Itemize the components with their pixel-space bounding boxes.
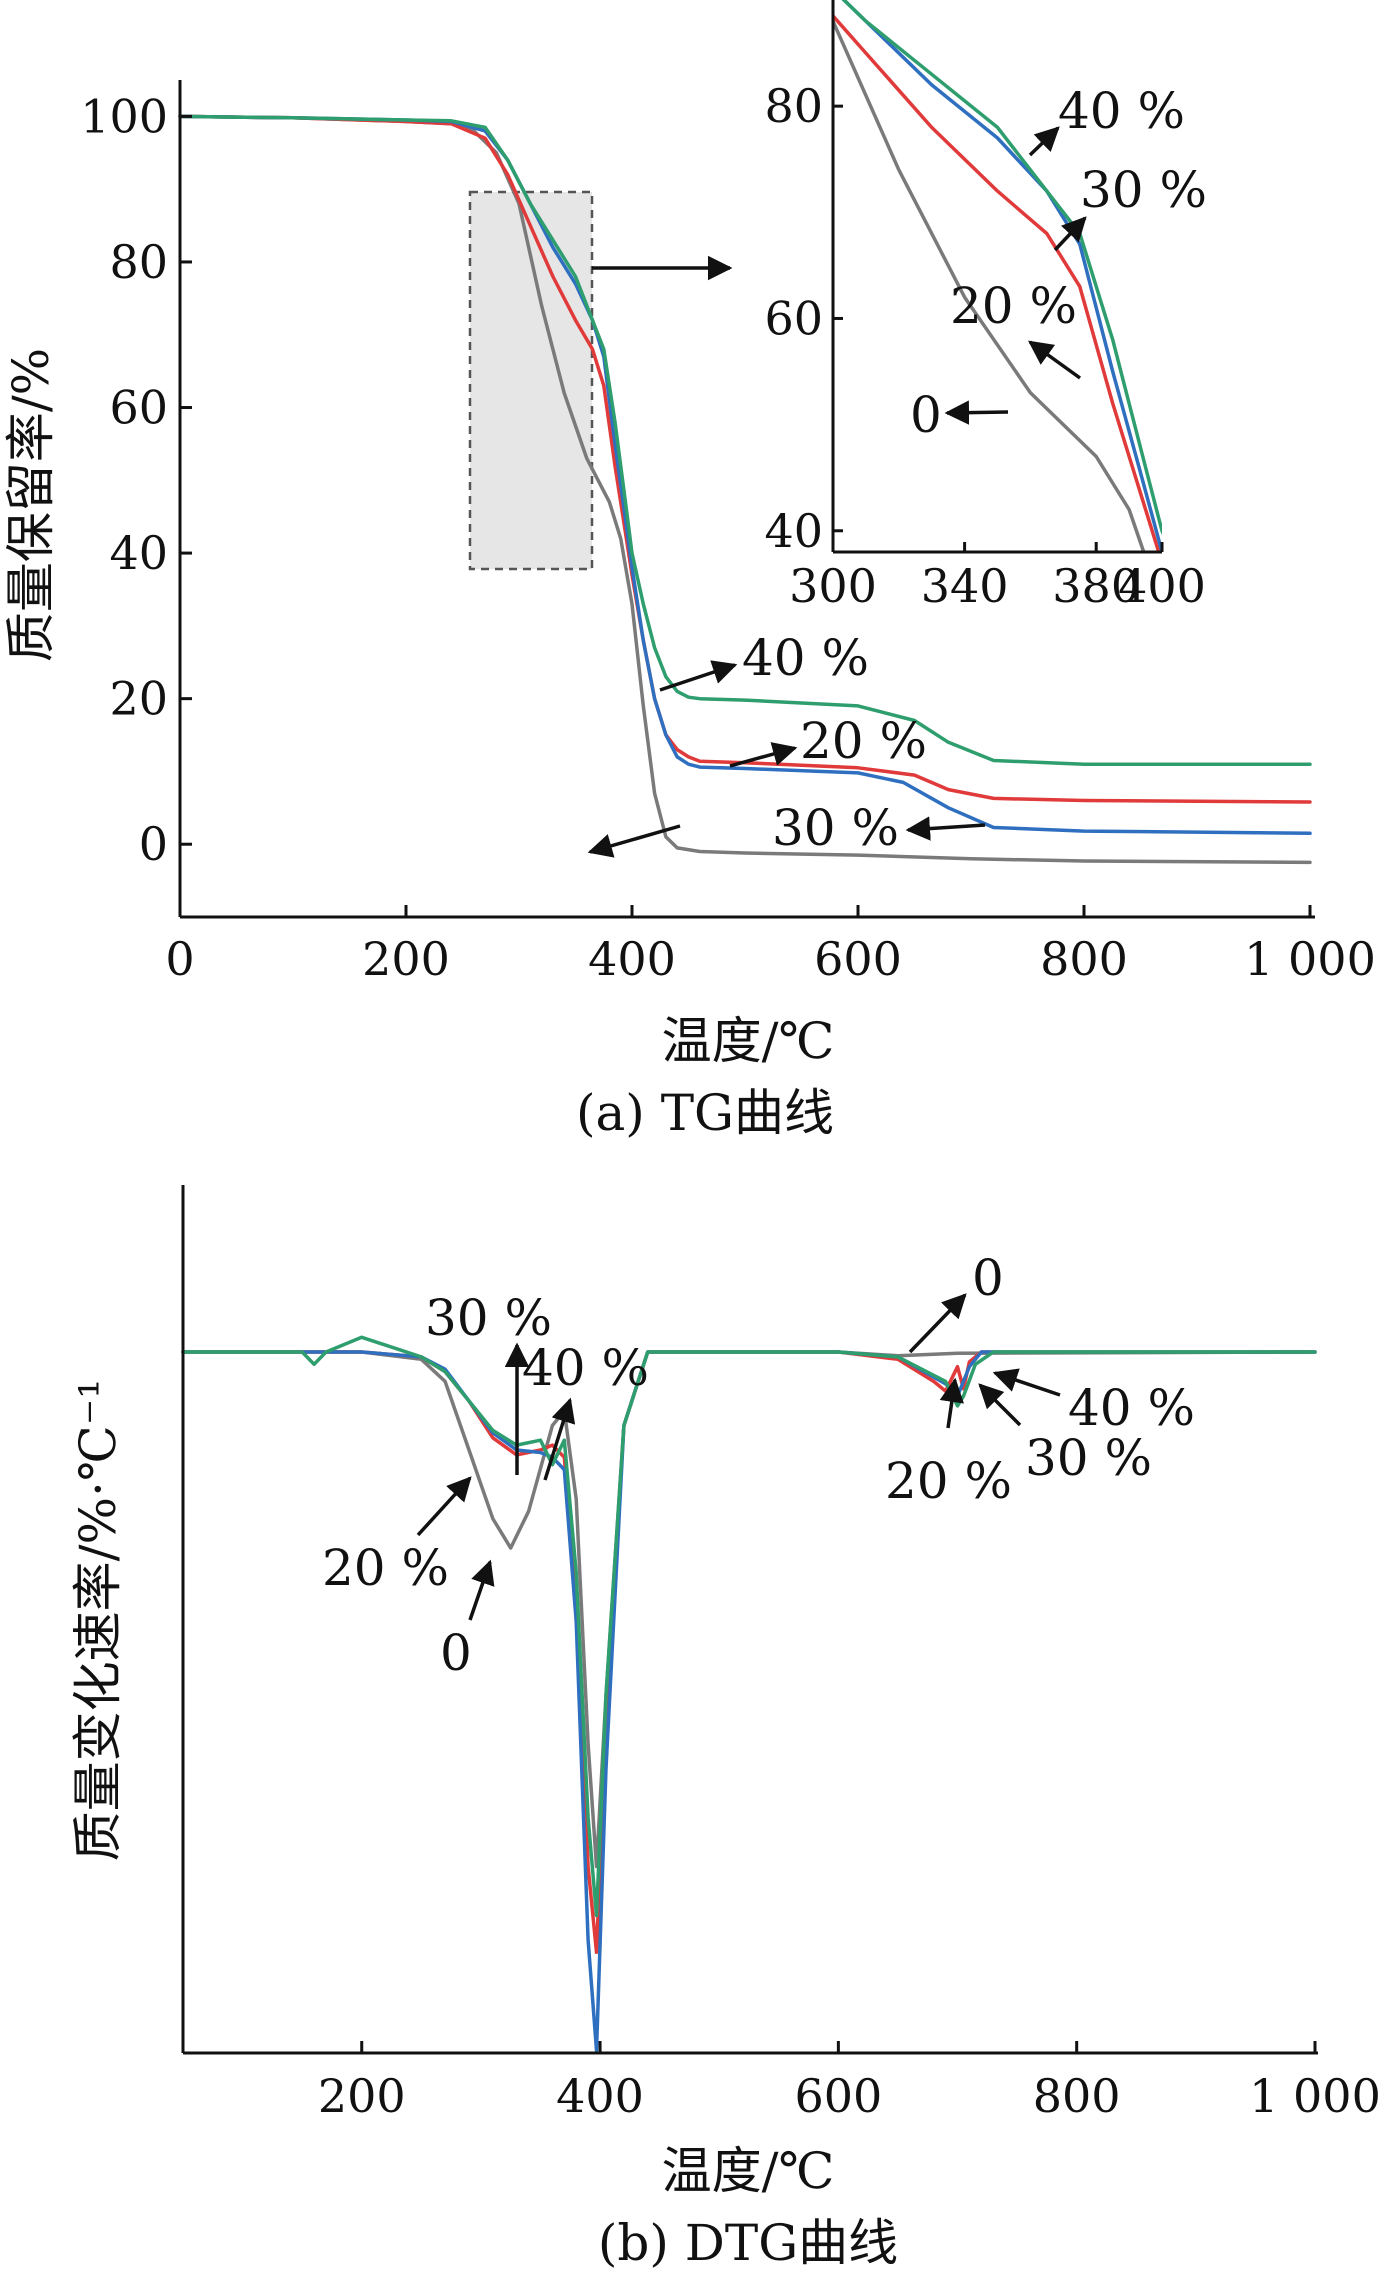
tg-series-0 xyxy=(178,114,1312,865)
dtg-label-20-right: 20 % xyxy=(885,1452,1012,1510)
inset-label-40: 40 % xyxy=(1058,82,1185,140)
dtg-y-axis-title: 质量变化速率/%·℃⁻¹ xyxy=(69,1379,127,1862)
inset-label-0: 0 xyxy=(910,386,942,444)
inset-arrow-0 xyxy=(944,400,1009,425)
dtg-arrow-30-right xyxy=(978,1383,1022,1427)
tg-arrow-40 xyxy=(659,660,738,692)
tg-y-tick-label: 80 xyxy=(109,235,168,289)
tg-label-40: 40 % xyxy=(742,629,869,687)
dtg-arrow-0-right xyxy=(908,1293,967,1354)
tg-x-tick-label: 800 xyxy=(1040,932,1128,986)
dtg-arrow-40-left xyxy=(543,1397,576,1481)
tg-y-tick-label: 0 xyxy=(139,817,168,871)
tg-label-30: 30 % xyxy=(772,799,899,857)
tg-y-axis-title: 质量保留率/% xyxy=(2,348,60,662)
inset-x-tick-label: 300 xyxy=(789,559,877,613)
dtg-label-40-left: 40 % xyxy=(522,1339,649,1397)
inset-y-ticks: 40 60 80 xyxy=(764,79,843,558)
inset-y-tick-label: 80 xyxy=(764,79,823,133)
dtg-label-20-left: 20 % xyxy=(322,1539,449,1597)
dtg-caption: (b) DTG曲线 xyxy=(598,2214,898,2272)
inset-y-tick-label: 60 xyxy=(764,291,823,345)
tg-y-ticks: 0 20 40 60 80 100 xyxy=(80,89,192,871)
dtg-label-30-left: 30 % xyxy=(425,1289,552,1347)
dtg-x-tick-label: 1 000 xyxy=(1249,2069,1381,2123)
inset-x-tick-label: 340 xyxy=(921,559,1009,613)
inset-arrow-20 xyxy=(1028,340,1082,380)
dtg-x-tick-label: 600 xyxy=(794,2069,882,2123)
tg-x-tick-label: 600 xyxy=(814,932,902,986)
tg-x-tick-label: 1 000 xyxy=(1244,932,1376,986)
dtg-arrow-40-right xyxy=(992,1368,1061,1397)
tg-arrow-30b xyxy=(905,816,986,841)
tg-caption: (a) TG曲线 xyxy=(576,1084,834,1142)
inset-x-tick-label: 380 xyxy=(1052,559,1140,613)
tg-x-tick-label: 0 xyxy=(165,932,194,986)
tg-curves xyxy=(178,114,1312,865)
tg-y-tick-label: 100 xyxy=(80,89,168,143)
tg-arrow-30 xyxy=(587,824,681,858)
dtg-arrow-20-right xyxy=(939,1377,964,1429)
tg-x-tick-label: 200 xyxy=(362,932,450,986)
tg-label-20: 20 % xyxy=(800,712,927,770)
inset-arrow-40 xyxy=(1028,126,1060,157)
dtg-x-ticks: 200 400 600 800 1 000 xyxy=(318,2041,1381,2123)
dtg-x-tick-label: 800 xyxy=(1033,2069,1121,2123)
inset-series-0 xyxy=(833,18,1146,552)
tg-x-axis-title: 温度/℃ xyxy=(662,1012,835,1070)
tg-arrow-20 xyxy=(729,742,798,768)
tg-y-tick-label: 40 xyxy=(109,526,168,580)
tg-y-tick-label: 60 xyxy=(109,381,168,435)
dtg-x-tick-label: 400 xyxy=(556,2069,644,2123)
tg-y-tick-label: 20 xyxy=(109,672,168,726)
inset-label-30: 30 % xyxy=(1080,161,1207,219)
dtg-arrow-20-left xyxy=(416,1476,472,1537)
dtg-x-axis-title: 温度/℃ xyxy=(662,2142,835,2200)
dtg-label-0-right: 0 xyxy=(972,1249,1004,1307)
tg-x-tick-label: 400 xyxy=(588,932,676,986)
dtg-x-tick-label: 200 xyxy=(318,2069,406,2123)
dtg-label-30-right: 30 % xyxy=(1025,1429,1152,1487)
dtg-label-40-right: 40 % xyxy=(1068,1379,1195,1437)
inset-arrow-30 xyxy=(1053,216,1087,252)
inset-series-30 xyxy=(841,0,1162,552)
inset-x-tick-label: 400 xyxy=(1118,559,1206,613)
dtg-arrow-0-left xyxy=(468,1559,495,1621)
inset-curves xyxy=(833,0,1162,552)
zoom-region-box xyxy=(468,190,594,571)
tg-series-40 xyxy=(178,114,1312,766)
inset-label-20: 20 % xyxy=(950,277,1077,335)
tg-x-ticks: 0 200 400 600 800 1 000 xyxy=(165,905,1376,986)
inset-y-tick-label: 40 xyxy=(764,504,823,558)
dtg-chart: 200 400 600 800 1 000 温度/℃ 质量变化速率/%·℃⁻¹ (b) … xyxy=(69,1185,1381,2272)
dtg-label-0-left: 0 xyxy=(440,1624,472,1682)
